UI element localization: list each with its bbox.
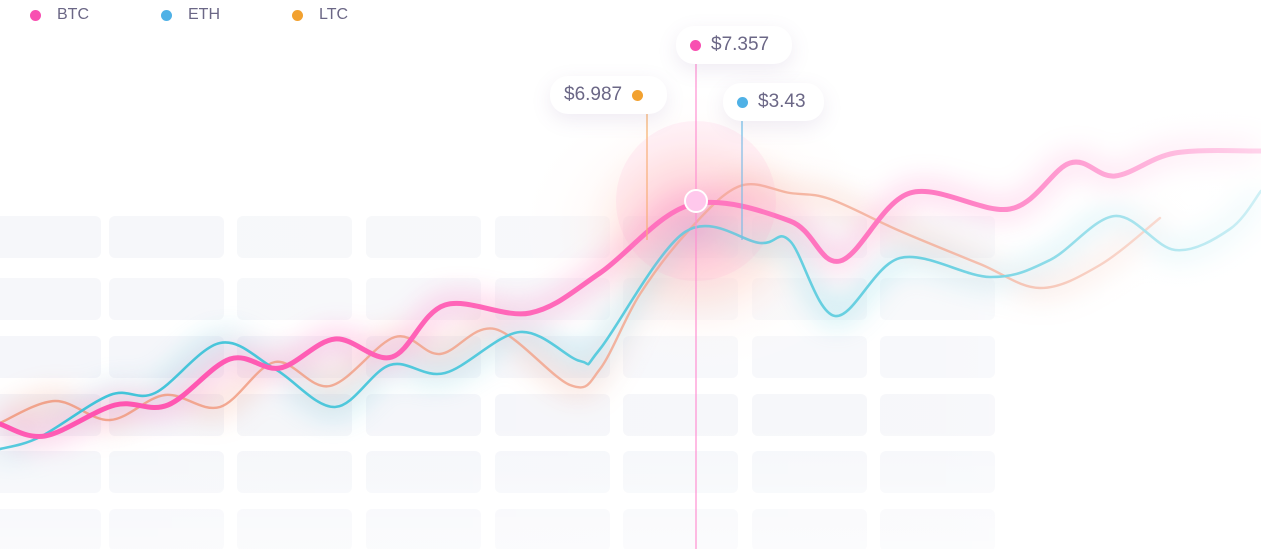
ltc-dot-icon (632, 89, 644, 101)
legend-label: ETH (188, 6, 220, 23)
legend-item-btc[interactable]: BTC (30, 6, 161, 24)
btc-dot-icon (690, 39, 701, 51)
legend-label: LTC (319, 6, 349, 23)
tooltip-ltc: $6.987 (550, 76, 667, 114)
btc-dot-icon (30, 9, 41, 21)
legend-item-eth[interactable]: ETH (161, 6, 292, 24)
legend: BTC ETH LTC (30, 6, 423, 24)
tooltip-value: $6.987 (564, 84, 623, 105)
ltc-dot-icon (292, 9, 303, 21)
tooltip-value: $3.43 (758, 91, 806, 112)
eth-dot-icon (737, 96, 748, 108)
tooltip-btc: $7.357 (676, 26, 792, 64)
legend-item-ltc[interactable]: LTC (292, 6, 423, 24)
tooltip-value: $7.357 (711, 34, 770, 55)
eth-dot-icon (161, 9, 172, 21)
focus-point (684, 189, 708, 213)
legend-label: BTC (57, 6, 89, 23)
tooltip-eth: $3.43 (723, 83, 824, 121)
